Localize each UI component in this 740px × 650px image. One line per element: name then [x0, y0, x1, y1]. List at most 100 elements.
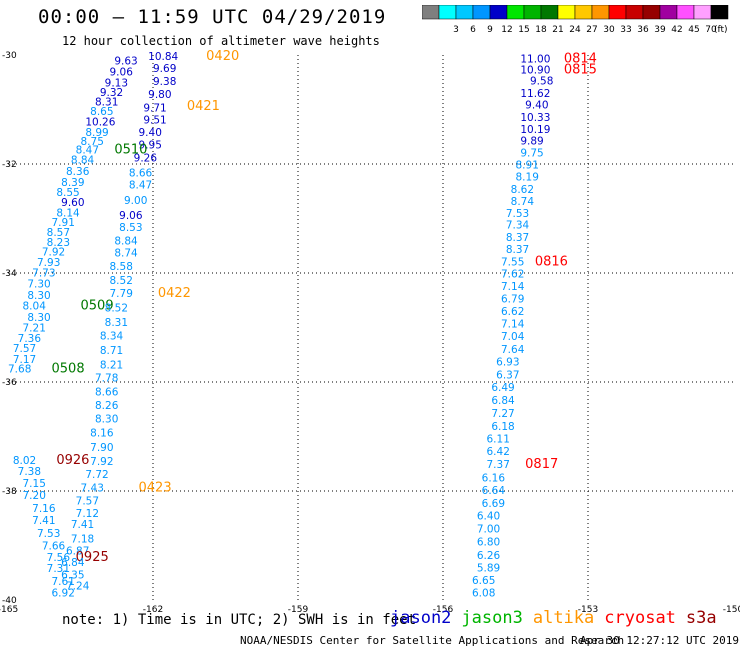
wave-height-value: 9.06 [119, 210, 143, 222]
wave-height-value: 9.75 [520, 148, 543, 160]
lon-tick-label: -153 [578, 605, 598, 615]
wave-height-value: 6.69 [482, 498, 505, 510]
wave-height-value: 8.65 [90, 106, 113, 118]
wave-height-value: 8.57 [47, 227, 70, 239]
wave-height-value: 9.60 [61, 197, 84, 209]
lat-tick-label: -30 [2, 51, 17, 61]
wave-height-value: 5.89 [477, 562, 500, 574]
wave-height-value: 7.56 [47, 552, 71, 564]
wave-height-value: 7.30 [27, 278, 50, 290]
color-swatch [710, 5, 729, 20]
satellite-legend: jason2 jason3 altika cryosat s3a [390, 608, 727, 628]
wave-height-value: 7.12 [76, 508, 99, 520]
pass-time-label: 0423 [139, 481, 172, 496]
wave-height-value: 7.66 [42, 541, 66, 553]
wave-height-value: 6.93 [496, 356, 519, 368]
pass-time-label: 0510 [114, 142, 147, 157]
wave-height-value: 9.58 [530, 76, 553, 88]
wave-height-value: 9.89 [520, 136, 543, 148]
wave-height-value: 7.14 [501, 281, 525, 293]
wave-height-value: 7.53 [506, 208, 529, 220]
wave-height-value: 8.62 [511, 184, 534, 196]
wave-height-value: 6.65 [472, 575, 495, 587]
pass-time-label: 0508 [52, 361, 85, 376]
pass-time-label: 0925 [76, 550, 109, 565]
wave-height-value: 7.64 [501, 344, 525, 356]
wave-height-value: 8.34 [100, 331, 124, 343]
wave-height-value: 7.91 [52, 217, 75, 229]
wave-height-value: 6.11 [487, 434, 510, 446]
wave-height-value: 6.62 [501, 306, 524, 318]
wave-height-value: 6.08 [472, 587, 495, 599]
wave-height-value: 8.26 [95, 400, 119, 412]
lon-tick-label: -156 [433, 605, 454, 615]
wave-height-value: 8.52 [105, 302, 128, 314]
page-subtitle: 12 hour collection of altimeter wave hei… [62, 34, 380, 48]
lon-tick-label: -165 [0, 605, 18, 615]
wave-height-value: 9.95 [139, 139, 162, 151]
wave-height-value: 9.69 [153, 63, 176, 75]
wave-height-value: 8.84 [71, 155, 95, 167]
pass-time-label: 0421 [187, 99, 220, 114]
wave-height-value: 8.74 [511, 196, 535, 208]
pass-time-label: 0814 [564, 51, 597, 66]
wave-height-value: 8.21 [100, 360, 123, 372]
pass-time-label: 0816 [535, 255, 568, 270]
color-scale-tick: 21 [552, 25, 563, 35]
wave-height-value: 8.31 [95, 96, 118, 108]
wave-height-value: 8.47 [129, 180, 152, 192]
wave-height-value: 9.40 [525, 100, 548, 112]
color-scale-tick: 15 [518, 25, 529, 35]
color-scale-tick: 12 [501, 25, 512, 35]
wave-height-value: 6.37 [496, 369, 519, 381]
wave-height-value: 10.84 [148, 51, 178, 63]
wave-height-value: 7.17 [13, 354, 36, 366]
wave-height-value: 8.99 [85, 127, 108, 139]
wave-height-value: 9.63 [114, 55, 137, 67]
wave-height-value: 7.20 [23, 490, 46, 502]
wave-height-value: 7.62 [501, 269, 524, 281]
wave-height-value: 6.16 [482, 472, 506, 484]
wave-height-value: 8.30 [27, 290, 50, 302]
wave-height-value: 9.00 [124, 195, 147, 207]
lon-tick-label: -162 [143, 605, 163, 615]
wave-height-value: 11.62 [520, 88, 550, 100]
wave-height-value: 6.79 [501, 294, 524, 306]
wave-height-value: 8.58 [110, 261, 133, 273]
wave-height-value: 9.06 [110, 66, 134, 78]
wave-height-value: 10.19 [520, 124, 550, 136]
wave-height-value: 8.37 [506, 232, 529, 244]
wave-height-value: 8.31 [105, 317, 128, 329]
wave-height-value: 8.71 [100, 345, 123, 357]
wave-height-value: 11.00 [520, 53, 550, 65]
wave-height-value: 6.64 [482, 485, 506, 497]
wave-height-value: 8.02 [13, 455, 36, 467]
wave-height-value: 7.72 [85, 469, 108, 481]
wave-height-value: 7.15 [23, 478, 46, 490]
wave-height-value: 7.18 [71, 533, 94, 545]
wave-height-value: 8.66 [129, 168, 153, 180]
lat-tick-label: -34 [2, 269, 17, 279]
wave-height-value: 8.84 [114, 235, 138, 247]
wave-height-value: 7.55 [501, 257, 524, 269]
wave-height-value: 8.55 [56, 187, 79, 199]
wave-height-value: 7.79 [110, 288, 133, 300]
color-scale-tick: 42 [671, 25, 682, 35]
color-scale-tick: 36 [637, 25, 649, 35]
pass-time-label: 0817 [525, 457, 558, 472]
wave-height-value: 7.43 [81, 483, 104, 495]
wave-height-value: 7.41 [32, 515, 55, 527]
wave-height-value: 7.27 [491, 408, 514, 420]
pass-time-label: 0509 [81, 299, 114, 314]
wave-height-value: 7.92 [90, 456, 113, 468]
color-scale-tick: 30 [603, 25, 615, 35]
wave-height-value: 8.30 [27, 312, 50, 324]
wave-height-value: 6.26 [477, 550, 501, 562]
pass-time-label: 0815 [564, 63, 597, 78]
wave-height-value: 9.38 [153, 76, 176, 88]
color-scale-tick: 33 [620, 25, 631, 35]
pass-time-label: 0422 [158, 286, 191, 301]
wave-height-value: 7.41 [71, 519, 94, 531]
wave-height-value: 9.80 [148, 89, 171, 101]
color-scale-tick: 6 [470, 25, 476, 35]
